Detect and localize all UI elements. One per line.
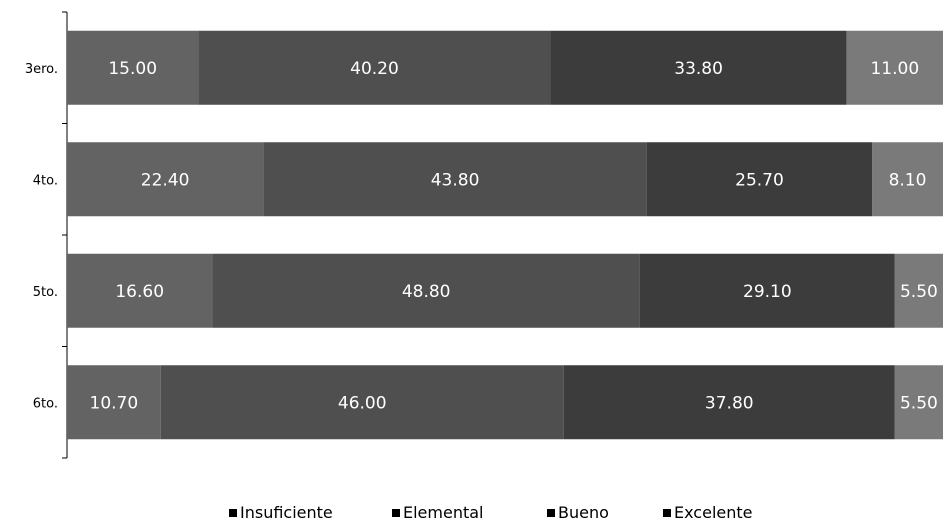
bar-bueno-4 xyxy=(563,365,895,440)
legend-swatch xyxy=(229,509,237,517)
data-label: 29.10 xyxy=(743,282,792,302)
data-label: 25.70 xyxy=(735,170,784,190)
bars xyxy=(67,30,943,440)
bar-bueno-3 xyxy=(639,253,895,328)
bar-excelente-4 xyxy=(894,365,943,440)
category-labels: 3ero. 4to. 5to. 6to. xyxy=(25,62,58,412)
bar-insuficiente-1 xyxy=(67,30,199,105)
category-label: 6to. xyxy=(33,396,58,411)
category-label: 5to. xyxy=(33,285,58,300)
category-label: 4to. xyxy=(33,173,58,188)
data-label: 10.70 xyxy=(90,393,139,413)
legend-label-excelente: Excelente xyxy=(674,503,752,522)
legend-label-elemental: Elemental xyxy=(403,503,484,522)
legend-label-bueno: Bueno xyxy=(558,503,609,522)
bar-elemental-1 xyxy=(198,30,551,105)
bar-excelente-3 xyxy=(894,253,943,328)
data-label: 22.40 xyxy=(141,170,190,190)
data-label: 37.80 xyxy=(705,393,754,413)
bar-insuficiente-4 xyxy=(67,365,161,440)
data-label: 33.80 xyxy=(674,59,723,79)
data-label: 16.60 xyxy=(115,282,164,302)
data-label: 5.50 xyxy=(900,393,938,413)
bar-insuficiente-3 xyxy=(67,253,213,328)
data-label: 5.50 xyxy=(900,282,938,302)
bar-elemental-4 xyxy=(160,365,564,440)
legend-swatch xyxy=(663,509,671,517)
bar-insuficiente-2 xyxy=(67,142,264,217)
legend-swatch xyxy=(392,509,400,517)
bar-elemental-2 xyxy=(263,142,647,217)
legend: Insuficiente Elemental Bueno Excelente xyxy=(229,503,752,522)
legend-swatch xyxy=(547,509,555,517)
data-labels: 15.00 40.20 33.80 11.00 22.40 43.80 25.70 8.10 1… xyxy=(90,59,938,414)
data-label: 46.00 xyxy=(338,393,387,413)
bar-excelente-2 xyxy=(872,142,943,217)
legend-label-insuficiente: Insuficiente xyxy=(240,503,333,522)
bar-bueno-1 xyxy=(550,30,847,105)
bar-excelente-1 xyxy=(846,30,943,105)
category-axis xyxy=(62,11,68,459)
data-label: 48.80 xyxy=(402,282,451,302)
bar-elemental-3 xyxy=(212,253,640,328)
data-label: 15.00 xyxy=(108,59,157,79)
data-label: 43.80 xyxy=(431,170,480,190)
bar-bueno-2 xyxy=(646,142,873,217)
data-label: 11.00 xyxy=(870,59,919,79)
category-label: 3ero. xyxy=(25,62,58,77)
data-label: 8.10 xyxy=(889,170,927,190)
data-label: 40.20 xyxy=(350,59,399,79)
